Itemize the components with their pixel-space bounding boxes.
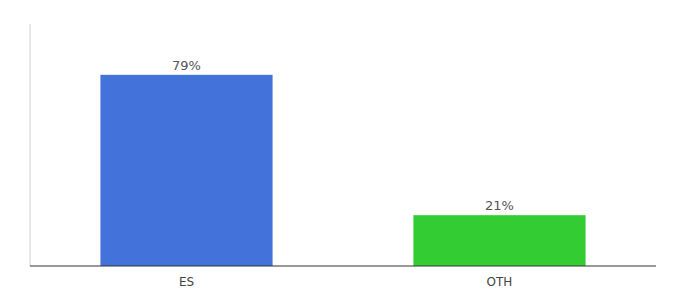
bars — [100, 75, 585, 266]
x-tick-label: OTH — [487, 275, 513, 289]
bar — [413, 215, 585, 266]
y-axis-line — [30, 24, 31, 266]
data-label: 21% — [485, 198, 514, 213]
data-label: 79% — [172, 58, 201, 73]
chart-container: 79% 21% ES OTH — [0, 0, 680, 300]
x-axis-line — [30, 265, 656, 266]
chart-svg: 79% 21% ES OTH — [0, 0, 680, 300]
x-tick-label: ES — [179, 275, 194, 289]
bar — [100, 75, 272, 266]
